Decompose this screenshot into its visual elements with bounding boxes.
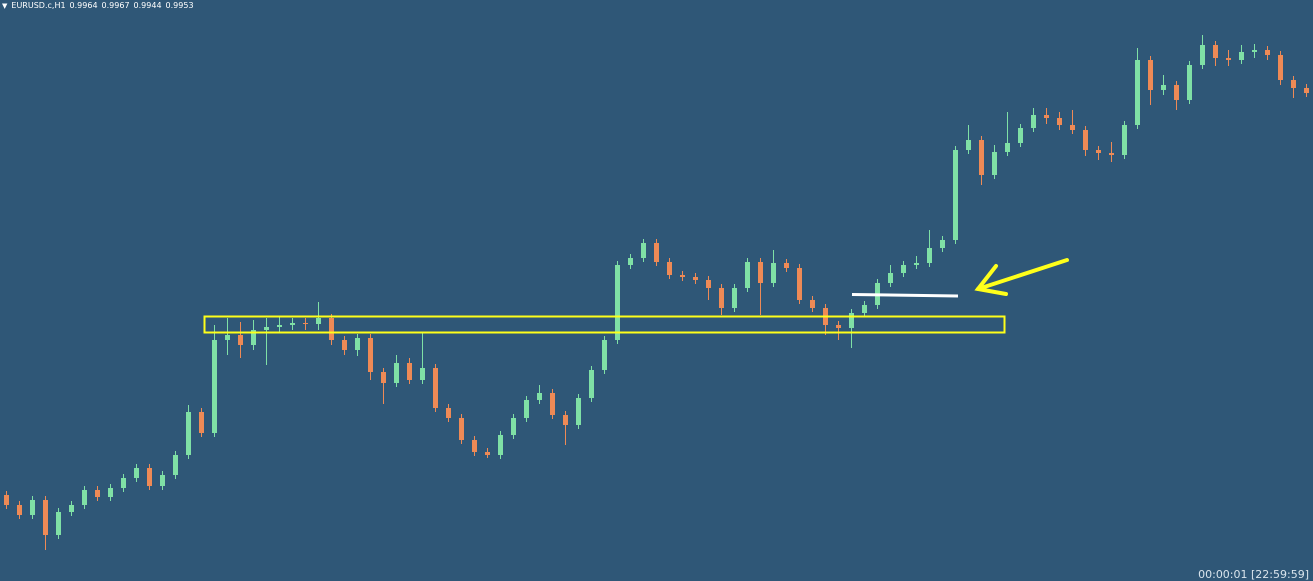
symbol: EURUSD.c,H1 xyxy=(11,1,66,10)
timer: 00:00:01 [22:59:59] xyxy=(1198,568,1309,581)
ohlc-value: 0.9964 xyxy=(69,1,98,10)
arrow xyxy=(974,258,1069,296)
symbol-header: ▼ EURUSD.c,H1 0.9964 0.9967 0.9944 0.9953 xyxy=(2,0,198,12)
ohlc-value: 0.9953 xyxy=(165,1,194,10)
ohlc-value: 0.9967 xyxy=(101,1,130,10)
zone-box xyxy=(203,315,1006,334)
ohlc-value: 0.9944 xyxy=(133,1,162,10)
level-line xyxy=(851,293,959,298)
icon: ▼ xyxy=(2,2,8,10)
